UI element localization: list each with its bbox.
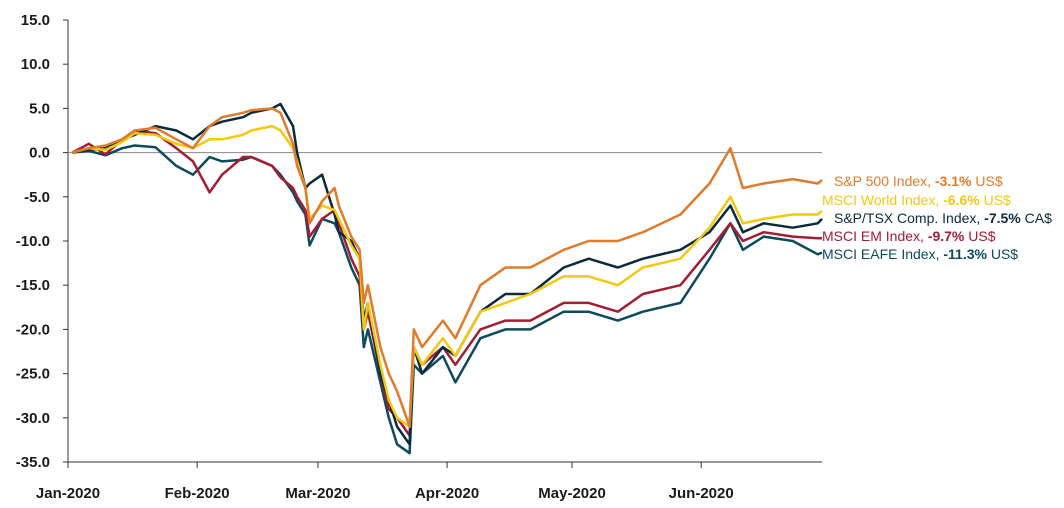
y-tick-label: -15.0: [16, 277, 50, 294]
series-line-s-p-500-index: [71, 107, 823, 428]
x-tick-label: Jan-2020: [36, 485, 100, 502]
y-axis: 15.0 10.0 5.0 0.0 -5.0 -10.0 -15.0 -20.0 -25.0 -3…: [16, 12, 822, 471]
legend-entry: MSCI World Index, -6.6% US$: [822, 192, 1011, 208]
series-line-msci-eafe-index: [72, 144, 823, 455]
legend-entry: MSCI EAFE Index, -11.3% US$: [822, 246, 1018, 262]
x-tick-label: Jun-2020: [669, 485, 734, 502]
y-tick-label: -25.0: [16, 366, 50, 383]
legend: S&P 500 Index, -3.1% US$ MSCI World Index…: [822, 173, 1052, 262]
y-tick-label: 15.0: [21, 12, 50, 29]
legend-entry: S&P 500 Index, -3.1% US$: [834, 173, 1003, 189]
x-tick-label: Feb-2020: [165, 485, 230, 502]
x-tick-label: Apr-2020: [415, 485, 479, 502]
y-tick-label: -30.0: [16, 410, 50, 427]
y-tick-label: -20.0: [16, 321, 50, 338]
x-axis: Jan-2020 Feb-2020 Mar-2020 Apr-2020 May-2020…: [36, 461, 822, 502]
y-tick-label: 10.0: [21, 56, 50, 73]
series-line-msci-world-index: [71, 124, 823, 428]
y-tick-label: 0.0: [29, 145, 50, 162]
legend-entry: S&P/TSX Comp. Index, -7.5% CA$: [834, 210, 1052, 226]
y-tick-label: -35.0: [16, 454, 50, 471]
y-tick-label: 5.0: [29, 100, 50, 117]
y-tick-label: -10.0: [16, 233, 50, 250]
series-line-msci-em-index: [71, 129, 822, 437]
x-tick-label: May-2020: [538, 485, 606, 502]
y-tick-label: -5.0: [24, 189, 50, 206]
series-lines: [71, 102, 823, 455]
legend-entry: MSCI EM Index, -9.7% US$: [822, 228, 996, 244]
x-tick-label: Mar-2020: [285, 485, 350, 502]
